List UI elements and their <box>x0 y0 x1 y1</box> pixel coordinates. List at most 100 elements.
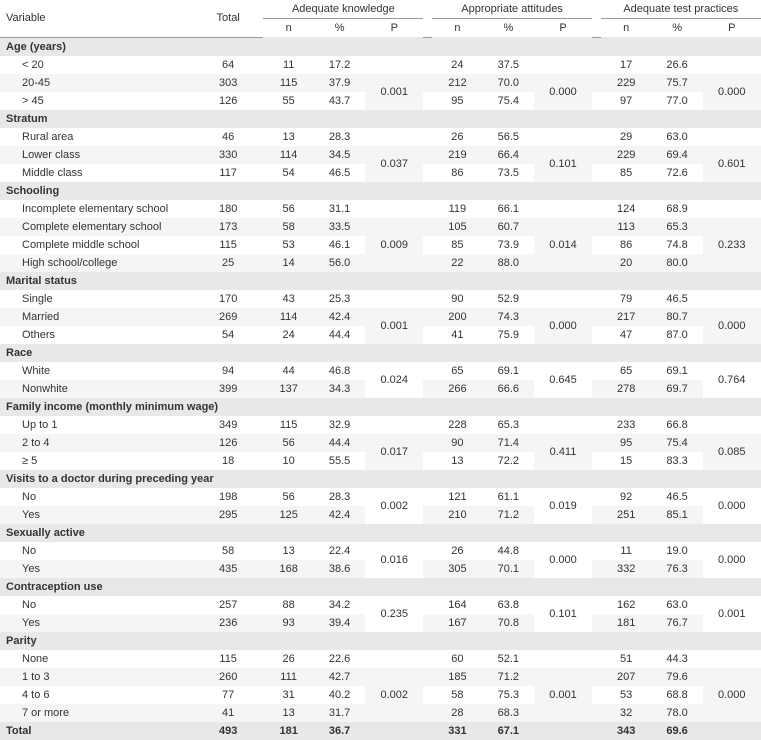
cell-pct: 46.5 <box>314 164 365 182</box>
table-row: None1152622.66052.15144.3 <box>0 650 761 668</box>
cell-n: 22 <box>432 254 483 272</box>
gap <box>423 488 431 506</box>
header-pct: % <box>483 19 534 38</box>
cell-n: 92 <box>601 488 652 506</box>
cell-pct: 71.2 <box>483 668 534 686</box>
cell-pct: 44.4 <box>314 326 365 344</box>
header-group-3: Adequate test practices <box>601 0 761 19</box>
cell-pct: 63.0 <box>652 128 703 146</box>
cell-p: 0.024 <box>365 362 423 398</box>
gap <box>255 218 263 236</box>
gap <box>423 560 431 578</box>
cell-pct: 61.1 <box>483 488 534 506</box>
cell-p: 0.764 <box>703 362 761 398</box>
cell-p-empty <box>534 650 592 668</box>
cell-p-empty <box>534 200 592 218</box>
gap <box>255 326 263 344</box>
gap <box>423 218 431 236</box>
gap <box>592 200 600 218</box>
row-label: High school/college <box>0 254 202 272</box>
row-label: Complete middle school <box>0 236 202 254</box>
cell-n: 93 <box>263 614 314 632</box>
cell-p-empty <box>365 650 423 668</box>
cell-n: 26 <box>432 128 483 146</box>
cell-pct: 19.0 <box>652 542 703 560</box>
gap <box>255 380 263 398</box>
cell-pct: 72.6 <box>652 164 703 182</box>
cell-n: 95 <box>601 434 652 452</box>
cell-n: 24 <box>432 56 483 74</box>
cell-p-empty <box>703 128 761 146</box>
row-total: 54 <box>202 326 255 344</box>
row-label: 20-45 <box>0 74 202 92</box>
cell-pct: 42.4 <box>314 506 365 524</box>
row-total: 115 <box>202 650 255 668</box>
header-group-1: Adequate knowledge <box>263 0 423 19</box>
gap <box>592 560 600 578</box>
row-label: 1 to 3 <box>0 668 202 686</box>
gap <box>592 650 600 668</box>
row-total: 236 <box>202 614 255 632</box>
cell-p-empty <box>703 200 761 218</box>
cell-n: 181 <box>601 614 652 632</box>
row-label: > 45 <box>0 92 202 110</box>
gap <box>423 164 431 182</box>
total-pct: 69.6 <box>652 722 703 740</box>
cell-pct: 74.3 <box>483 308 534 326</box>
table-row: No1985628.30.00212161.10.0199246.50.000 <box>0 488 761 506</box>
gap <box>423 362 431 380</box>
row-total: 349 <box>202 416 255 434</box>
cell-pct: 80.7 <box>652 308 703 326</box>
row-label: Incomplete elementary school <box>0 200 202 218</box>
row-total: 41 <box>202 704 255 722</box>
gap <box>592 326 600 344</box>
cell-p: 0.233 <box>703 218 761 272</box>
cell-n: 207 <box>601 668 652 686</box>
row-label: Rural area <box>0 128 202 146</box>
gap <box>255 596 263 614</box>
gap <box>255 488 263 506</box>
cell-pct: 37.9 <box>314 74 365 92</box>
cell-pct: 44.3 <box>652 650 703 668</box>
cell-n: 65 <box>432 362 483 380</box>
row-total: 257 <box>202 596 255 614</box>
cell-pct: 43.7 <box>314 92 365 110</box>
cell-p: 0.000 <box>534 308 592 344</box>
total-p <box>534 722 592 740</box>
cell-pct: 77.0 <box>652 92 703 110</box>
cell-n: 60 <box>432 650 483 668</box>
row-total: 58 <box>202 542 255 560</box>
cell-pct: 42.7 <box>314 668 365 686</box>
gap <box>255 56 263 74</box>
cell-pct: 46.1 <box>314 236 365 254</box>
table-row: Lower class33011434.50.03721966.40.10122… <box>0 146 761 164</box>
gap <box>592 380 600 398</box>
gap <box>592 128 600 146</box>
cell-p: 0.001 <box>534 668 592 722</box>
gap <box>423 722 431 740</box>
cell-n: 95 <box>432 92 483 110</box>
gap <box>255 92 263 110</box>
cell-p: 0.001 <box>365 308 423 344</box>
gap <box>255 128 263 146</box>
cell-n: 26 <box>432 542 483 560</box>
cell-n: 233 <box>601 416 652 434</box>
cell-p-empty <box>703 416 761 434</box>
cell-pct: 34.2 <box>314 596 365 614</box>
gap <box>255 74 263 92</box>
row-label: 7 or more <box>0 704 202 722</box>
row-total: 25 <box>202 254 255 272</box>
row-total: 117 <box>202 164 255 182</box>
total-n: 331 <box>432 722 483 740</box>
cell-n: 10 <box>263 452 314 470</box>
cell-pct: 85.1 <box>652 506 703 524</box>
cell-p: 0.009 <box>365 218 423 272</box>
cell-n: 251 <box>601 506 652 524</box>
cell-pct: 52.9 <box>483 290 534 308</box>
cell-p: 0.101 <box>534 146 592 182</box>
gap <box>255 722 263 740</box>
gap <box>255 290 263 308</box>
row-label: Others <box>0 326 202 344</box>
row-label: None <box>0 650 202 668</box>
cell-n: 47 <box>601 326 652 344</box>
